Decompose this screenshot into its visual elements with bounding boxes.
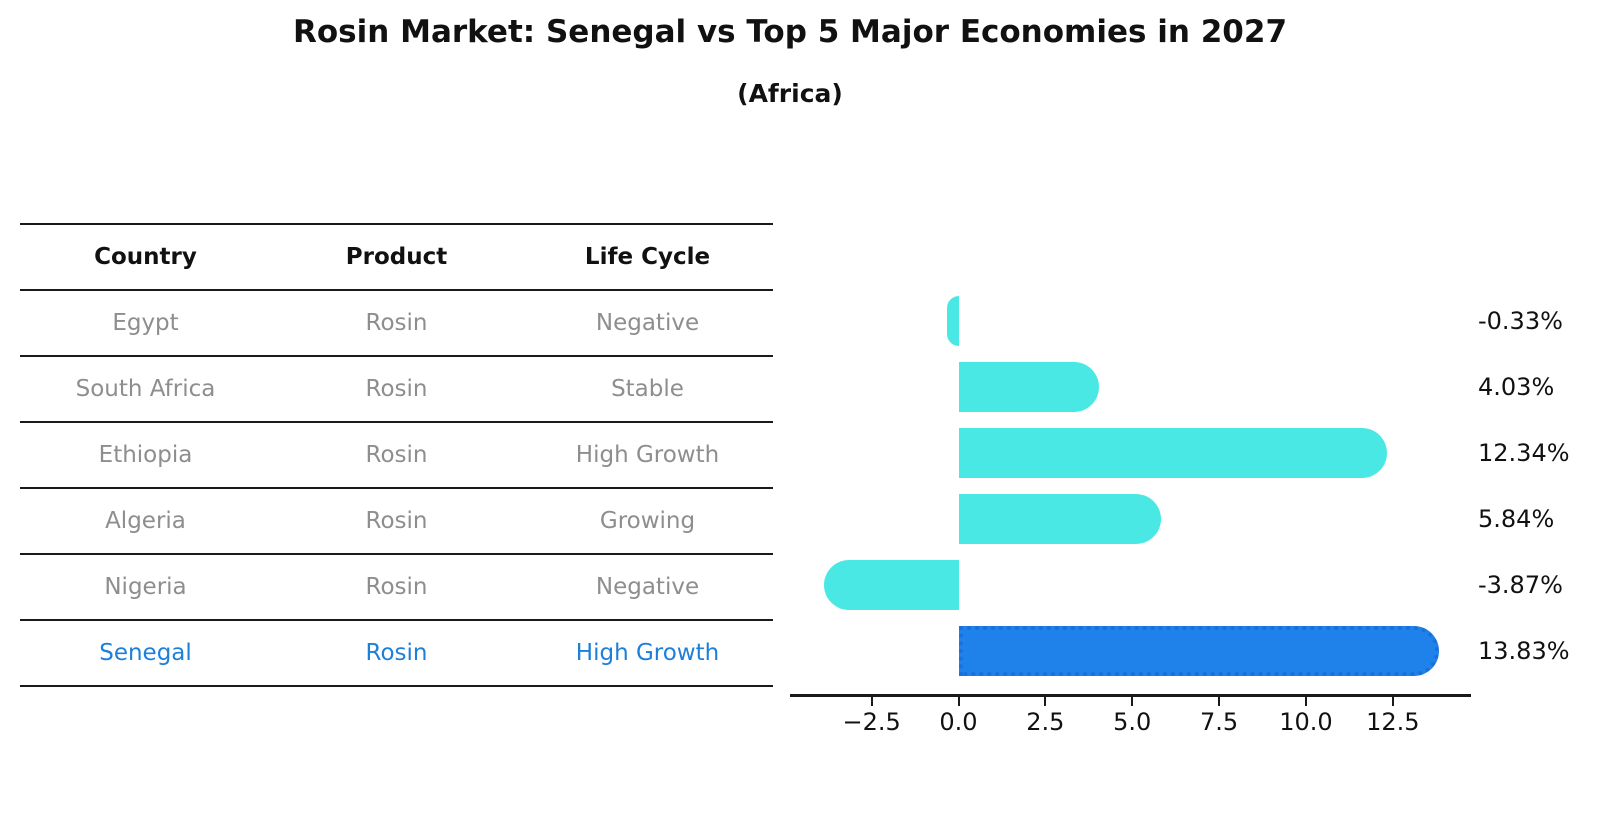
table-cell-life-cycle: Stable	[611, 376, 684, 402]
table-cell-country: Egypt	[112, 310, 179, 336]
table-cell-product: Rosin	[365, 442, 428, 468]
table-header-cell: Country	[94, 244, 197, 270]
table-row: Senegal Rosin High Growth	[20, 619, 773, 685]
x-tick-label: 2.5	[1026, 708, 1065, 736]
table-cell-product: Rosin	[365, 508, 428, 534]
table-row: Ethiopia Rosin High Growth	[20, 421, 773, 487]
table-row: South Africa Rosin Stable	[20, 355, 773, 421]
x-tick	[1304, 697, 1307, 706]
x-tick-label: 5.0	[1113, 708, 1152, 736]
table-cell-country: Ethiopia	[98, 442, 193, 468]
table-row: Egypt Rosin Negative	[20, 289, 773, 355]
x-tick-label: 12.5	[1366, 708, 1420, 736]
value-label: 4.03%	[1478, 373, 1555, 401]
table-cell-product: Rosin	[365, 640, 428, 666]
chart-title: Rosin Market: Senegal vs Top 5 Major Eco…	[292, 14, 1288, 50]
chart-subtitle: (Africa)	[737, 79, 843, 108]
table-cell-life-cycle: Growing	[599, 508, 696, 534]
table-cell-product: Rosin	[365, 310, 428, 336]
table-row: Nigeria Rosin Negative	[20, 553, 773, 619]
bar-ethiopia	[958, 428, 1388, 478]
x-tick	[870, 697, 873, 706]
x-tick	[1131, 697, 1134, 706]
bar-egypt	[947, 296, 959, 346]
table-cell-country: South Africa	[75, 376, 216, 402]
x-tick	[1218, 697, 1221, 706]
table-cell-country: Senegal	[99, 640, 192, 666]
country-table: Country Product Life Cycle Egypt Rosin Negati…	[20, 223, 773, 687]
value-label: 12.34%	[1478, 439, 1570, 467]
table-row: Algeria Rosin Growing	[20, 487, 773, 553]
x-tick-label: 7.5	[1200, 708, 1239, 736]
table-cell-life-cycle: High Growth	[575, 442, 720, 468]
table-header-cell: Life Cycle	[584, 244, 711, 270]
table-header-cell: Product	[345, 244, 448, 270]
x-tick	[1044, 697, 1047, 706]
value-label: 5.84%	[1478, 505, 1555, 533]
x-tick	[1391, 697, 1394, 706]
table-cell-country: Nigeria	[104, 574, 187, 600]
table-cell-product: Rosin	[365, 376, 428, 402]
x-tick-label: 0.0	[939, 708, 978, 736]
value-label: -3.87%	[1478, 571, 1563, 599]
value-label: -0.33%	[1478, 307, 1563, 335]
table-header-row: Country Product Life Cycle	[20, 223, 773, 289]
table-cell-life-cycle: Negative	[595, 574, 700, 600]
value-label: 13.83%	[1478, 637, 1570, 665]
bar-south-africa	[958, 362, 1099, 412]
bar-nigeria	[824, 560, 959, 610]
table-cell-life-cycle: High Growth	[575, 640, 720, 666]
bar-senegal	[958, 626, 1440, 676]
x-tick	[957, 697, 960, 706]
x-tick-label: 10.0	[1279, 708, 1333, 736]
bar-algeria	[958, 494, 1162, 544]
x-tick-label: −2.5	[842, 708, 901, 736]
table-cell-product: Rosin	[365, 574, 428, 600]
table-cell-life-cycle: Negative	[595, 310, 700, 336]
table-cell-country: Algeria	[105, 508, 186, 534]
x-axis-line	[790, 694, 1471, 697]
